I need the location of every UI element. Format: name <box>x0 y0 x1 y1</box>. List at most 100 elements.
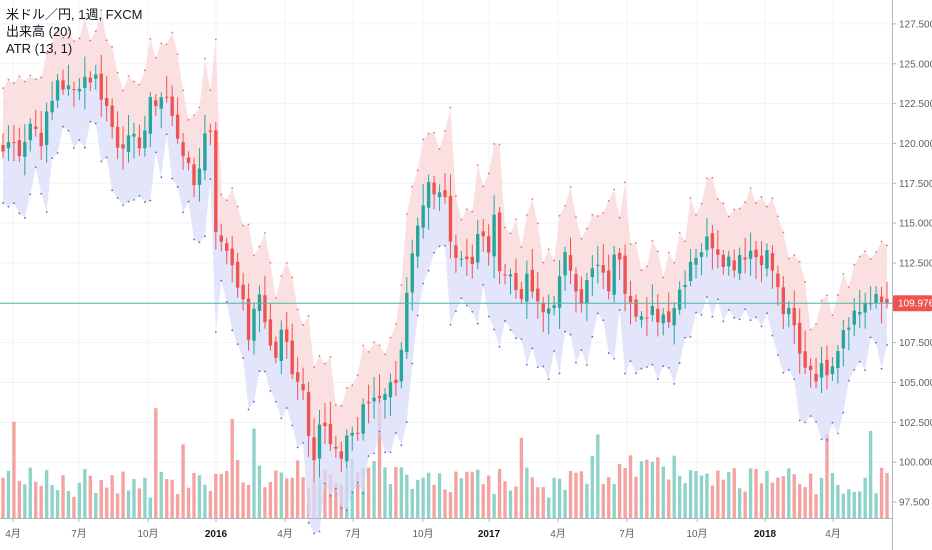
volume-bar <box>759 483 764 518</box>
candle-body <box>797 322 802 354</box>
atr-dot-upper <box>105 39 108 42</box>
atr-dot-lower <box>798 419 801 422</box>
candle-body <box>39 132 43 147</box>
atr-dot-upper <box>225 199 228 202</box>
atr-dot-upper <box>389 336 392 339</box>
candle-body <box>197 168 202 185</box>
atr-dot-lower <box>667 367 670 369</box>
volume-bar <box>159 471 163 518</box>
candle-body <box>585 280 589 303</box>
volume-bar <box>383 467 387 518</box>
price-tick-label: 127.500 <box>899 19 932 30</box>
atr-dot-lower <box>455 310 457 313</box>
atr-dot-upper <box>476 164 479 167</box>
volume-bar <box>12 421 16 518</box>
volume-bar <box>743 491 747 518</box>
price-tick-label: 122.500 <box>899 99 932 110</box>
candle-body <box>787 307 791 315</box>
atr-dot-upper <box>471 210 474 213</box>
atr-dot-lower <box>585 364 588 366</box>
candle-body <box>754 249 758 258</box>
atr-dot-upper <box>815 323 817 326</box>
volume-bar <box>61 475 65 518</box>
atr-dot-lower <box>575 361 577 364</box>
atr-dot-lower <box>482 283 485 286</box>
volume-bar <box>612 483 616 518</box>
last-price-label: 109.976 <box>898 299 932 310</box>
candle-body <box>285 329 289 342</box>
atr-dot-lower <box>542 365 545 368</box>
candle-body <box>334 446 338 449</box>
atr-dot-lower <box>258 370 261 373</box>
candle-body <box>366 401 371 404</box>
atr-dot-upper <box>160 42 163 45</box>
volume-legend[interactable]: 出来高 (20) <box>6 24 72 39</box>
symbol-legend[interactable]: 米ドル／円, 1週, FXCM <box>6 7 143 22</box>
atr-dot-lower <box>875 341 877 344</box>
candle-body <box>55 80 60 101</box>
candle-body <box>705 236 709 251</box>
atr-dot-upper <box>531 198 534 200</box>
atr-dot-upper <box>422 138 425 141</box>
atr-dot-upper <box>656 250 659 253</box>
candle-body <box>546 308 551 314</box>
candle-body <box>519 289 524 299</box>
volume-bar <box>776 477 780 518</box>
candle-body <box>61 80 65 90</box>
candle-body <box>208 130 213 132</box>
candle-body <box>819 363 824 378</box>
volume-bar <box>377 394 382 518</box>
candle-body <box>847 327 851 330</box>
candle-body <box>536 288 540 302</box>
atr-dot-upper <box>695 213 697 216</box>
atr-dot-lower <box>689 336 692 338</box>
time-axis[interactable]: 4月 7月 10月 2016 4月 7月 10月 2017 4月 7月 10月 2018 4月 <box>5 518 841 540</box>
candle-body <box>574 274 578 292</box>
volume-bar <box>148 497 153 518</box>
atr-dot-upper <box>596 215 599 217</box>
atr-dot-upper <box>613 188 616 191</box>
atr-dot-lower <box>116 196 119 199</box>
candle-body <box>12 142 16 144</box>
candle-body <box>421 205 425 228</box>
atr-dot-lower <box>307 521 310 524</box>
atr-dot-lower <box>73 147 75 149</box>
candle-body <box>677 289 682 310</box>
atr-dot-upper <box>23 80 26 83</box>
atr-dot-lower <box>149 199 152 202</box>
volume-bar <box>508 490 513 518</box>
candle-body <box>874 294 878 303</box>
candle-body <box>525 273 529 302</box>
volume-bar <box>175 494 180 518</box>
candle-body <box>737 255 742 274</box>
atr-dot-upper <box>667 251 670 254</box>
candle-body <box>792 307 796 326</box>
volume-bar <box>88 475 93 518</box>
atr-dot-lower <box>869 336 872 339</box>
volume-bar <box>268 482 273 518</box>
candle-body <box>50 100 54 113</box>
candle-body <box>416 225 420 257</box>
candle-body <box>279 329 283 361</box>
atr-dot-upper <box>509 232 512 235</box>
atr-legend[interactable]: ATR (13, 1) <box>6 41 73 56</box>
atr-dot-upper <box>438 148 441 150</box>
atr-dot-lower <box>493 328 496 331</box>
atr-dot-lower <box>678 362 681 364</box>
atr-dot-upper <box>875 251 877 253</box>
atr-dot-upper <box>427 132 430 135</box>
volume-bar <box>552 477 556 518</box>
atr-dot-lower <box>596 312 599 315</box>
volume-bar <box>355 471 360 518</box>
volume-bar <box>66 490 71 518</box>
atr-dot-upper <box>880 240 883 243</box>
volume-bar <box>563 489 567 518</box>
volume-bar <box>765 470 769 518</box>
volume-bar <box>536 487 540 518</box>
volume-bar <box>568 471 573 518</box>
atr-dot-lower <box>820 438 823 441</box>
volume-bar <box>841 493 846 518</box>
candle-body <box>137 137 142 149</box>
atr-dot-lower <box>362 492 365 495</box>
